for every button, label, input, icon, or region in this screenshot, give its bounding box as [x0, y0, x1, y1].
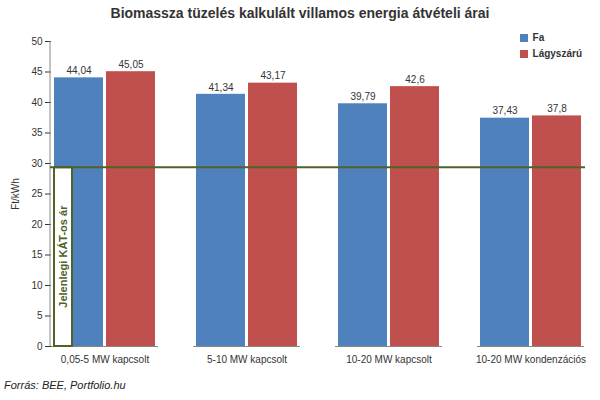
svg-text:5-10 MW kapcsolt: 5-10 MW kapcsolt	[207, 354, 287, 365]
html-text:Lágyszárú: Lágyszárú	[532, 48, 582, 59]
html-text:Fa: Fa	[532, 32, 545, 43]
svg-text:39,79: 39,79	[350, 91, 375, 102]
svg-text:35: 35	[31, 127, 43, 138]
svg-text:41,34: 41,34	[208, 82, 233, 93]
svg-text:42,6: 42,6	[405, 74, 425, 85]
svg-text:10-20 MW kapcsolt: 10-20 MW kapcsolt	[346, 354, 432, 365]
svg-text:25: 25	[31, 188, 43, 199]
svg-text:45,05: 45,05	[118, 59, 143, 70]
svg-text:10: 10	[31, 280, 43, 291]
svg-text:30: 30	[31, 158, 43, 169]
svg-text:37,8: 37,8	[547, 103, 567, 114]
svg-text:0: 0	[37, 341, 43, 352]
svg-text:44,04: 44,04	[66, 65, 91, 76]
svg-text:0,05-5 MW kapcsolt: 0,05-5 MW kapcsolt	[61, 354, 150, 365]
svg-text:43,17: 43,17	[260, 70, 285, 81]
svg-text:50: 50	[31, 36, 43, 47]
svg-text:Ft/kWh: Ft/kWh	[10, 178, 21, 210]
svg-text:10-20 MW kondenzációs: 10-20 MW kondenzációs	[476, 354, 586, 365]
html-text:Forrás: BEE, Portfolio.hu: Forrás: BEE, Portfolio.hu	[4, 379, 126, 391]
svg-text:5: 5	[37, 310, 43, 321]
svg-text:37,43: 37,43	[492, 105, 517, 116]
html-text:Biomassza tüzelés kalkulált vi: Biomassza tüzelés kalkulált villamos ene…	[110, 5, 490, 21]
svg-text:20: 20	[31, 219, 43, 230]
svg-text:15: 15	[31, 249, 43, 260]
svg-text:40: 40	[31, 97, 43, 108]
svg-text:45: 45	[31, 66, 43, 77]
svg-text:Jelenlegi KÁT-os ár: Jelenlegi KÁT-os ár	[57, 205, 69, 308]
